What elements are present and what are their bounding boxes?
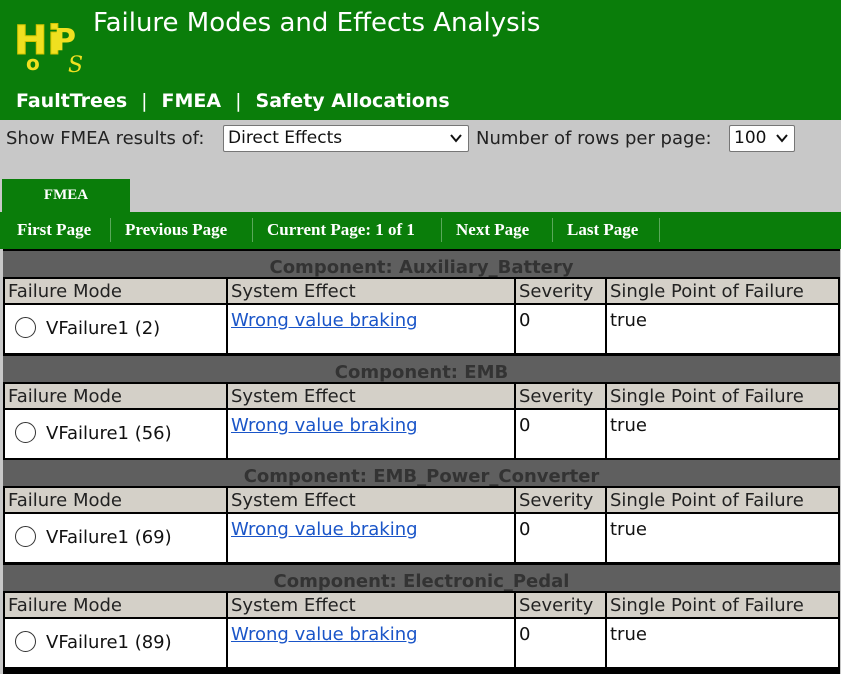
column-header-system-effect: System Effect	[228, 488, 514, 512]
severity-cell: 0	[516, 514, 605, 562]
system-effect-link[interactable]: Wrong value braking	[231, 415, 418, 436]
rows-per-page-value: 100	[734, 128, 767, 148]
failure-mode-cell: VFailure1 (89)	[5, 619, 226, 667]
column-header-severity: Severity	[516, 488, 605, 512]
column-header-severity: Severity	[516, 593, 605, 617]
radio-button[interactable]	[15, 630, 36, 652]
component-header: Component: Electronic_Pedal	[3, 563, 840, 592]
failure-mode-value: VFailure1 (89)	[46, 632, 172, 653]
svg-text:P: P	[54, 23, 76, 58]
component-header: Component: Auxiliary_Battery	[3, 249, 840, 278]
failure-mode-value: VFailure1 (56)	[46, 423, 172, 444]
controls-bar: Show FMEA results of: Direct Effects Num…	[0, 120, 841, 178]
column-header-failure-mode: Failure Mode	[5, 384, 226, 408]
system-effect-cell: Wrong value braking	[228, 305, 514, 353]
next-page-link[interactable]: Next Page	[456, 220, 530, 239]
pagination-bar: First Page Previous Page Current Page: 1…	[0, 212, 841, 249]
radio-button[interactable]	[15, 316, 36, 338]
system-effect-cell: Wrong value braking	[228, 514, 514, 562]
column-header-spof: Single Point of Failure	[607, 593, 838, 617]
page-title: Failure Modes and Effects Analysis	[93, 8, 541, 38]
system-effect-link[interactable]: Wrong value braking	[231, 310, 418, 331]
failure-mode-cell: VFailure1 (2)	[5, 305, 226, 353]
system-effect-link[interactable]: Wrong value braking	[231, 519, 418, 540]
column-header-system-effect: System Effect	[228, 384, 514, 408]
column-header-failure-mode: Failure Mode	[5, 279, 226, 303]
svg-text:S: S	[68, 53, 83, 76]
system-effect-cell: Wrong value braking	[228, 619, 514, 667]
hipops-logo-icon: Hi P o S	[14, 18, 84, 77]
show-results-value: Direct Effects	[228, 128, 343, 148]
last-page-link[interactable]: Last Page	[567, 220, 639, 239]
spof-cell: true	[607, 619, 838, 667]
column-header-failure-mode: Failure Mode	[5, 593, 226, 617]
system-effect-cell: Wrong value braking	[228, 410, 514, 458]
show-results-select[interactable]: Direct Effects	[223, 125, 469, 152]
current-page-label: Current Page: 1 of 1	[267, 220, 415, 239]
column-header-spof: Single Point of Failure	[607, 279, 838, 303]
component-header: Component: EMB	[3, 354, 840, 383]
failure-mode-cell: VFailure1 (69)	[5, 514, 226, 562]
failure-mode-cell: VFailure1 (56)	[5, 410, 226, 458]
severity-cell: 0	[516, 410, 605, 458]
radio-button[interactable]	[15, 525, 36, 547]
severity-cell: 0	[516, 305, 605, 353]
failure-mode-value: VFailure1 (2)	[46, 318, 161, 339]
failure-mode-value: VFailure1 (69)	[46, 527, 172, 548]
svg-text:Hi: Hi	[14, 18, 61, 64]
main-nav: FaultTrees | FMEA | Safety Allocations	[16, 90, 450, 112]
severity-cell: 0	[516, 619, 605, 667]
nav-safety-allocations-link[interactable]: Safety Allocations	[255, 90, 450, 112]
spof-cell: true	[607, 514, 838, 562]
radio-button[interactable]	[15, 421, 36, 443]
tab-fmea[interactable]: FMEA	[2, 179, 130, 213]
spof-cell: true	[607, 410, 838, 458]
column-header-spof: Single Point of Failure	[607, 488, 838, 512]
nav-fmea-link[interactable]: FMEA	[161, 90, 222, 112]
app-header: Hi P o S Failure Modes and Effects Analy…	[0, 0, 841, 120]
system-effect-link[interactable]: Wrong value braking	[231, 624, 418, 645]
nav-faulttrees-link[interactable]: FaultTrees	[16, 90, 128, 112]
svg-text:o: o	[26, 51, 40, 75]
column-header-severity: Severity	[516, 279, 605, 303]
rows-per-page-select[interactable]: 100	[729, 125, 795, 152]
rows-per-page-label: Number of rows per page:	[476, 128, 712, 149]
column-header-severity: Severity	[516, 384, 605, 408]
first-page-link[interactable]: First Page	[17, 220, 92, 239]
spof-cell: true	[607, 305, 838, 353]
component-header: Component: EMB_Power_Converter	[3, 458, 840, 487]
column-header-spof: Single Point of Failure	[607, 384, 838, 408]
column-header-system-effect: System Effect	[228, 279, 514, 303]
previous-page-link[interactable]: Previous Page	[125, 220, 228, 239]
chevron-down-icon	[450, 134, 462, 143]
fmea-table: Component: Auxiliary_Battery Failure Mod…	[3, 249, 840, 674]
column-header-failure-mode: Failure Mode	[5, 488, 226, 512]
show-results-label: Show FMEA results of:	[6, 128, 205, 149]
column-header-system-effect: System Effect	[228, 593, 514, 617]
chevron-down-icon	[776, 134, 788, 143]
